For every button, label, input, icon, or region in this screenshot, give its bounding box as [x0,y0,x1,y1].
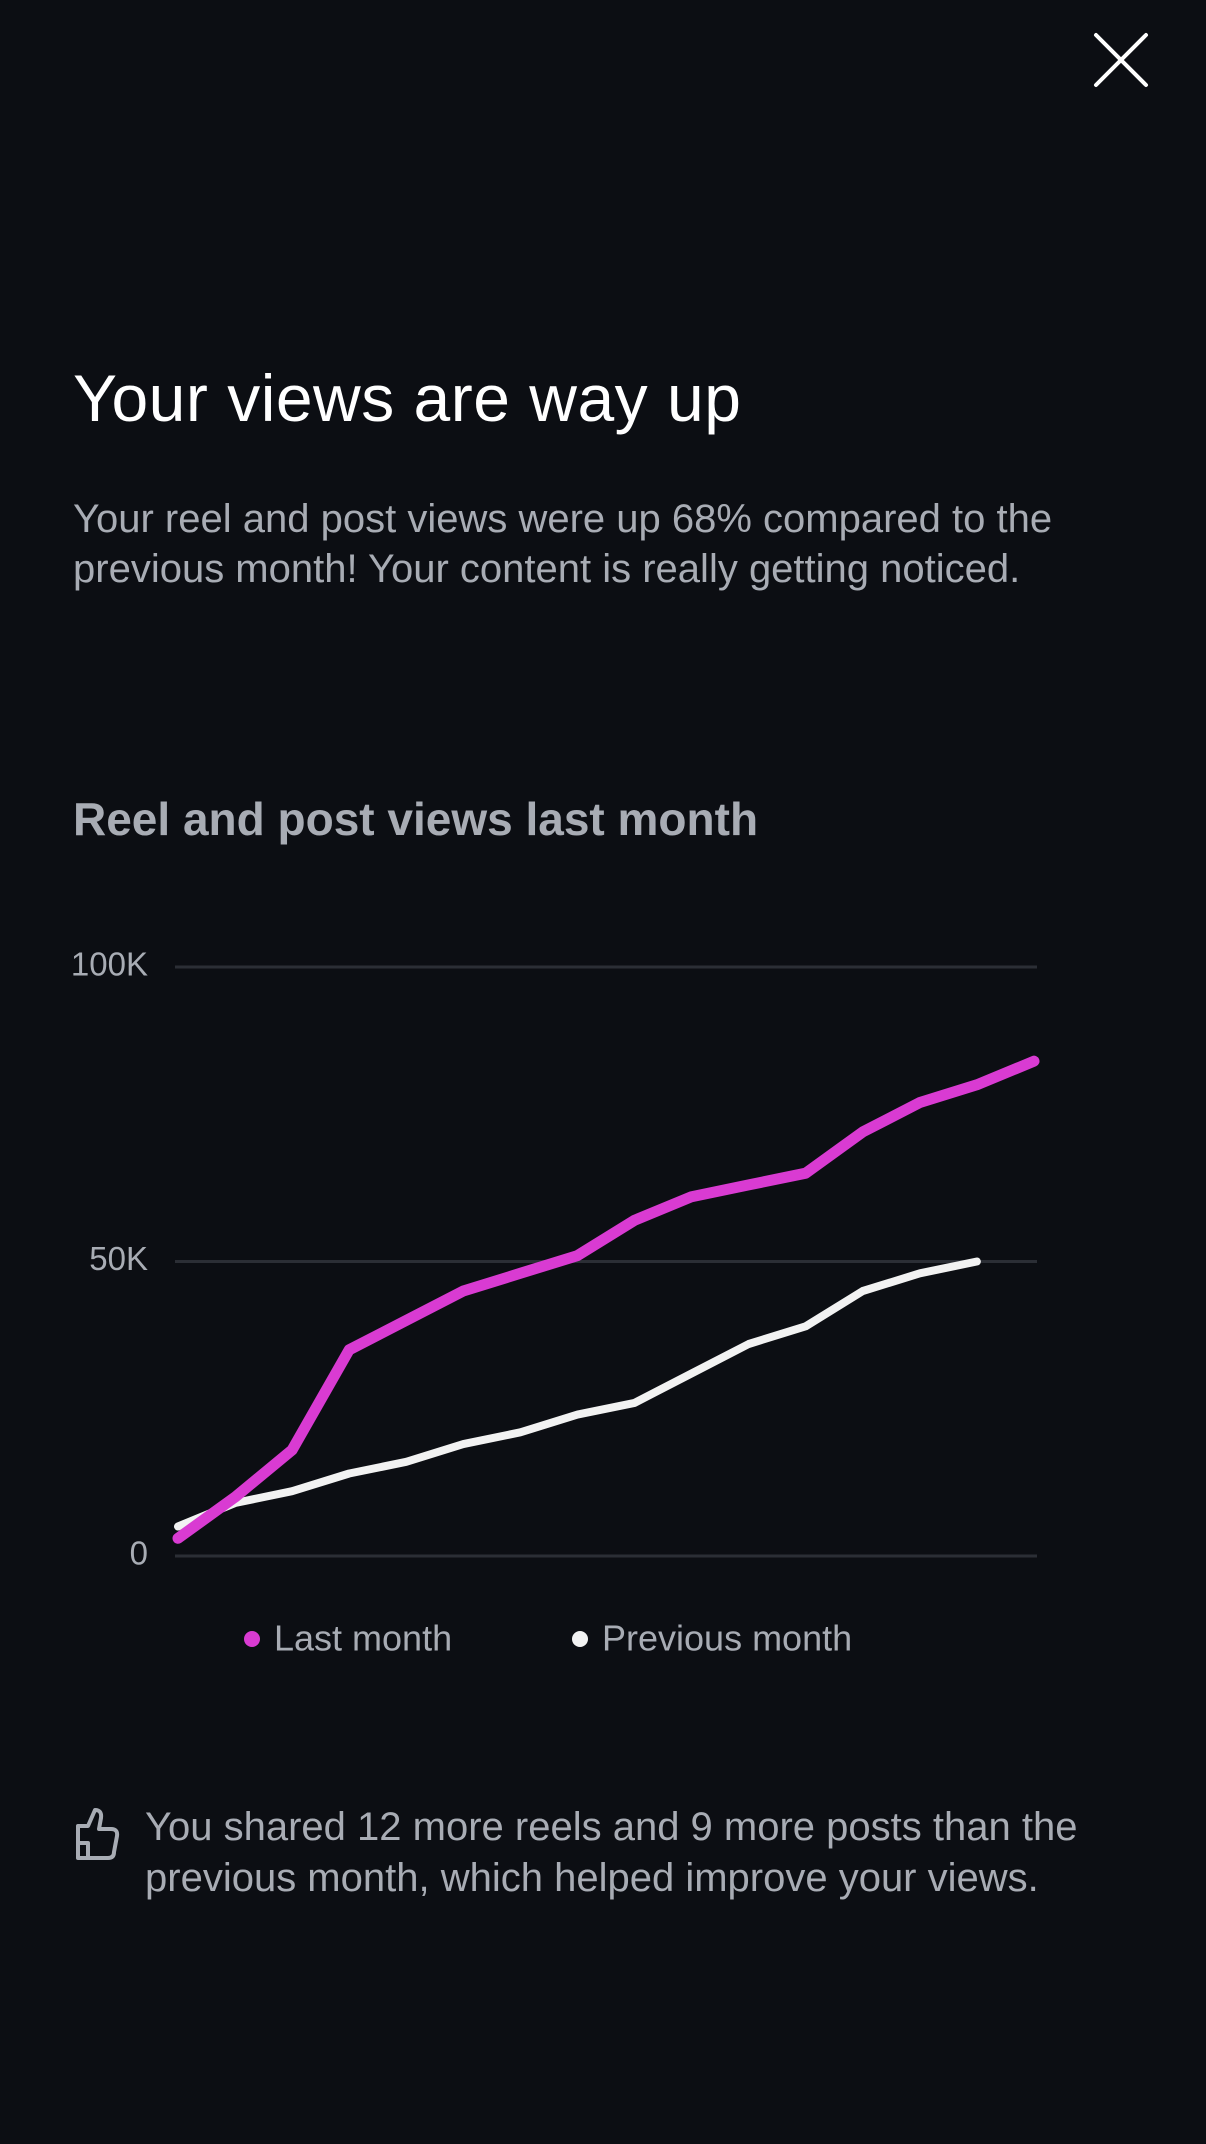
title: Your views are way up [73,361,742,435]
close-icon[interactable] [1094,33,1148,87]
description: Your reel and post views were up 68% com… [73,497,1053,591]
legend-label: Last month [274,1618,452,1659]
series-line [172,1055,1040,1544]
y-tick-label: 100K [71,946,148,983]
close-button[interactable] [1090,29,1152,91]
y-tick-label: 50K [89,1240,148,1277]
thumbs-up-icon [76,1808,120,1860]
series-line [174,1257,981,1531]
legend-label: Previous month [602,1618,852,1659]
legend-swatch [244,1631,260,1647]
legend-swatch [572,1631,588,1647]
y-tick-label: 0 [130,1535,148,1572]
footer-text: You shared 12 more reels and 9 more post… [145,1805,1078,1900]
chart-title: Reel and post views last month [73,793,759,845]
